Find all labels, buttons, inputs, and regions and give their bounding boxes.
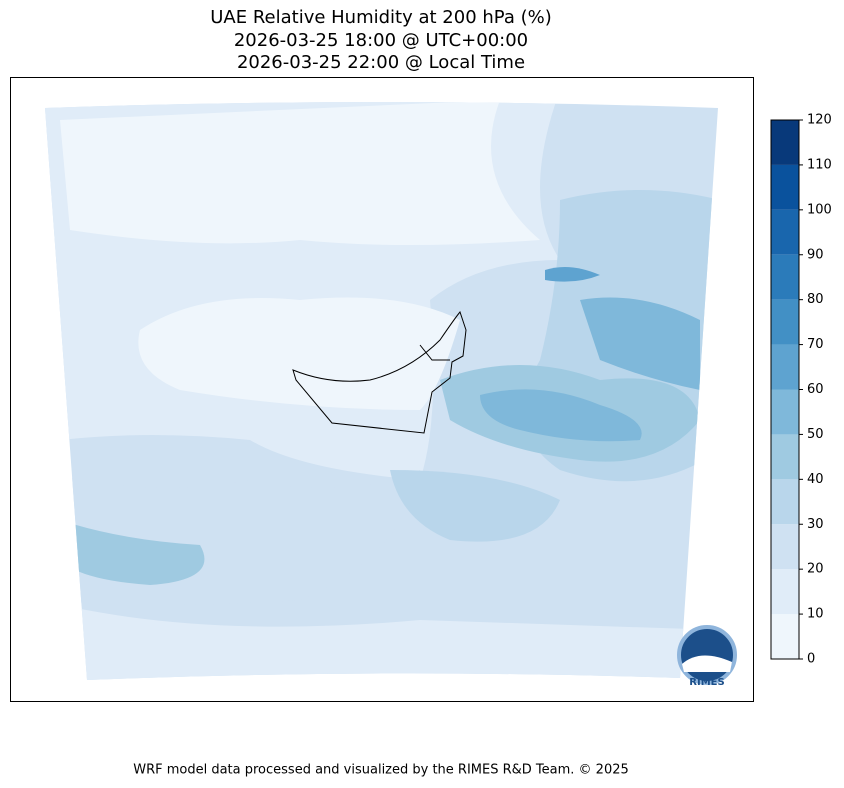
title-line: 2026-03-25 22:00 @ Local Time — [237, 52, 525, 73]
humidity-field — [45, 102, 718, 680]
colorbar-tick-label: 110 — [807, 157, 832, 172]
colorbar-tick-label: 50 — [807, 427, 824, 442]
colorbar-tick-label: 30 — [807, 517, 824, 532]
colorbar-bin — [771, 299, 799, 345]
colorbar-bin — [771, 569, 799, 615]
colorbar-bin — [771, 389, 799, 435]
colorbar-tick-label: 80 — [807, 292, 824, 307]
colorbar-tick-label: 10 — [807, 607, 824, 622]
colorbar-bin — [771, 614, 799, 659]
footer: WRF model data processed and visualized … — [133, 763, 629, 778]
colorbar-tick-label: 20 — [807, 562, 824, 577]
colorbar-tick-label: 60 — [807, 382, 824, 397]
title-line: 2026-03-25 18:00 @ UTC+00:00 — [234, 30, 528, 51]
colorbar-bin — [771, 209, 799, 255]
colorbar-tick-label: 40 — [807, 472, 824, 487]
colorbar-tick-label: 100 — [807, 202, 832, 217]
colorbar-bin — [771, 344, 799, 390]
colorbar-tick-label: 90 — [807, 247, 824, 262]
logo-wave — [682, 655, 732, 672]
colorbar-bin — [771, 434, 799, 480]
logo-mark — [677, 625, 737, 685]
colorbar-tick-label: 70 — [807, 337, 824, 352]
colorbar-tick-label: 120 — [807, 113, 832, 128]
logo-text: RIMES — [689, 677, 724, 688]
colorbar-bin — [771, 524, 799, 570]
colorbar-bin — [771, 120, 799, 165]
title-line: UAE Relative Humidity at 200 hPa (%) — [210, 7, 551, 28]
colorbar-bin — [771, 164, 799, 210]
colorbar-bin — [771, 254, 799, 300]
colorbar-bin — [771, 479, 799, 525]
colorbar: 0 10 20 30 40 50 60 70 80 90 100 110 120 — [770, 113, 832, 667]
colorbar-tick-label: 0 — [807, 652, 815, 667]
uae-outline — [292, 310, 467, 434]
